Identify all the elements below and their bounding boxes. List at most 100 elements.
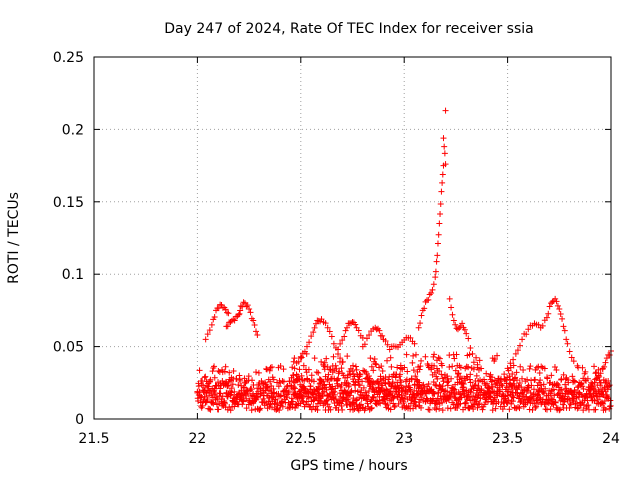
data-point xyxy=(403,351,410,358)
data-point xyxy=(225,310,232,317)
data-point xyxy=(556,407,563,414)
data-point xyxy=(227,318,234,325)
data-point xyxy=(333,365,340,372)
data-point xyxy=(221,400,228,407)
data-point xyxy=(543,374,550,381)
data-point xyxy=(255,369,262,376)
data-point xyxy=(271,389,278,396)
data-point xyxy=(280,366,287,373)
data-point xyxy=(515,382,522,389)
data-point xyxy=(255,406,262,413)
data-point xyxy=(467,379,474,386)
data-point xyxy=(591,379,598,386)
data-point xyxy=(491,356,498,363)
data-point xyxy=(444,405,451,412)
data-point xyxy=(536,369,543,376)
data-point xyxy=(483,380,490,387)
data-point xyxy=(527,389,534,396)
data-point xyxy=(510,356,517,363)
data-point xyxy=(397,371,404,378)
data-point xyxy=(457,364,464,371)
data-point xyxy=(568,354,575,361)
data-point xyxy=(557,406,564,413)
data-point xyxy=(418,404,425,411)
data-point xyxy=(481,376,488,383)
data-point xyxy=(221,368,228,375)
data-point xyxy=(350,362,357,369)
data-point xyxy=(444,382,451,389)
data-point xyxy=(452,321,459,328)
data-point xyxy=(410,367,417,374)
data-point xyxy=(383,386,390,393)
data-point xyxy=(599,365,606,372)
plot-frame xyxy=(93,56,612,420)
data-point xyxy=(566,405,573,412)
data-point xyxy=(356,382,363,389)
data-point xyxy=(245,373,252,380)
data-point xyxy=(513,377,520,384)
data-point xyxy=(530,386,537,393)
data-point xyxy=(446,363,453,370)
data-point xyxy=(249,377,256,384)
data-point xyxy=(466,351,473,358)
data-point xyxy=(236,310,243,317)
data-point xyxy=(335,346,342,353)
data-point xyxy=(454,326,461,333)
data-point xyxy=(524,399,531,406)
data-point xyxy=(207,406,214,413)
data-point xyxy=(315,386,322,393)
y-tick-label: 0.1 xyxy=(62,267,84,283)
data-point xyxy=(415,399,422,406)
data-point xyxy=(433,406,440,413)
data-point xyxy=(524,376,531,383)
data-point xyxy=(466,376,473,383)
data-point xyxy=(506,406,513,413)
data-point xyxy=(225,382,232,389)
data-point xyxy=(357,371,364,378)
data-point xyxy=(410,352,417,359)
data-point xyxy=(210,400,217,407)
data-point xyxy=(476,357,483,364)
data-point xyxy=(254,332,261,339)
data-point xyxy=(305,366,312,373)
data-point xyxy=(279,378,286,385)
data-point xyxy=(580,386,587,393)
data-point xyxy=(551,392,558,399)
data-point xyxy=(592,370,599,377)
data-point xyxy=(240,398,247,405)
data-point xyxy=(289,398,296,405)
data-point xyxy=(510,362,517,369)
data-point xyxy=(233,375,240,382)
data-point xyxy=(298,354,305,361)
data-point xyxy=(447,393,454,400)
data-point xyxy=(339,406,346,413)
data-point xyxy=(243,405,250,412)
data-point xyxy=(501,403,508,410)
data-point xyxy=(579,383,586,390)
data-point xyxy=(604,386,611,393)
data-point xyxy=(516,380,523,387)
data-point xyxy=(532,376,539,383)
data-point xyxy=(587,384,594,391)
data-point xyxy=(389,392,396,399)
data-point xyxy=(437,201,444,208)
data-point xyxy=(387,406,394,413)
data-point xyxy=(546,303,553,310)
data-point xyxy=(537,377,544,384)
data-point xyxy=(418,357,425,364)
data-point xyxy=(437,211,444,218)
data-point xyxy=(323,355,330,362)
data-point xyxy=(567,401,574,408)
data-point xyxy=(459,320,466,327)
data-point xyxy=(311,355,318,362)
data-point xyxy=(243,395,250,402)
data-point xyxy=(202,336,209,343)
data-point xyxy=(268,364,275,371)
data-point xyxy=(222,306,229,313)
data-point xyxy=(277,362,284,369)
data-point xyxy=(436,405,443,412)
data-point xyxy=(235,382,242,389)
data-point xyxy=(465,364,472,371)
data-point xyxy=(368,404,375,411)
